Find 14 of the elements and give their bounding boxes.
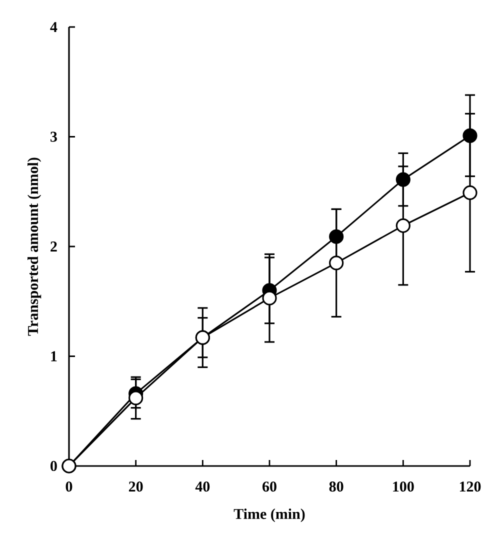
x-tick-label: 40 xyxy=(195,482,210,492)
x-tick-label: 0 xyxy=(66,482,72,492)
x-tick-label: 60 xyxy=(262,482,276,492)
y-tick-label: 2 xyxy=(50,242,57,252)
x-tick-label: 80 xyxy=(329,482,344,492)
x-tick-label: 20 xyxy=(128,482,143,492)
y-tick-label: 0 xyxy=(50,460,57,472)
y-tick-label: 1 xyxy=(51,351,57,362)
x-tick-label: 100 xyxy=(393,482,414,492)
x-axis-title: Time (min) xyxy=(234,508,305,522)
y-tick-label: 4 xyxy=(50,22,58,32)
y-axis-title: Transported amount (nmol) xyxy=(28,158,42,336)
y-tick-label: 3 xyxy=(50,132,57,142)
x-tick-label: 120 xyxy=(460,482,481,492)
